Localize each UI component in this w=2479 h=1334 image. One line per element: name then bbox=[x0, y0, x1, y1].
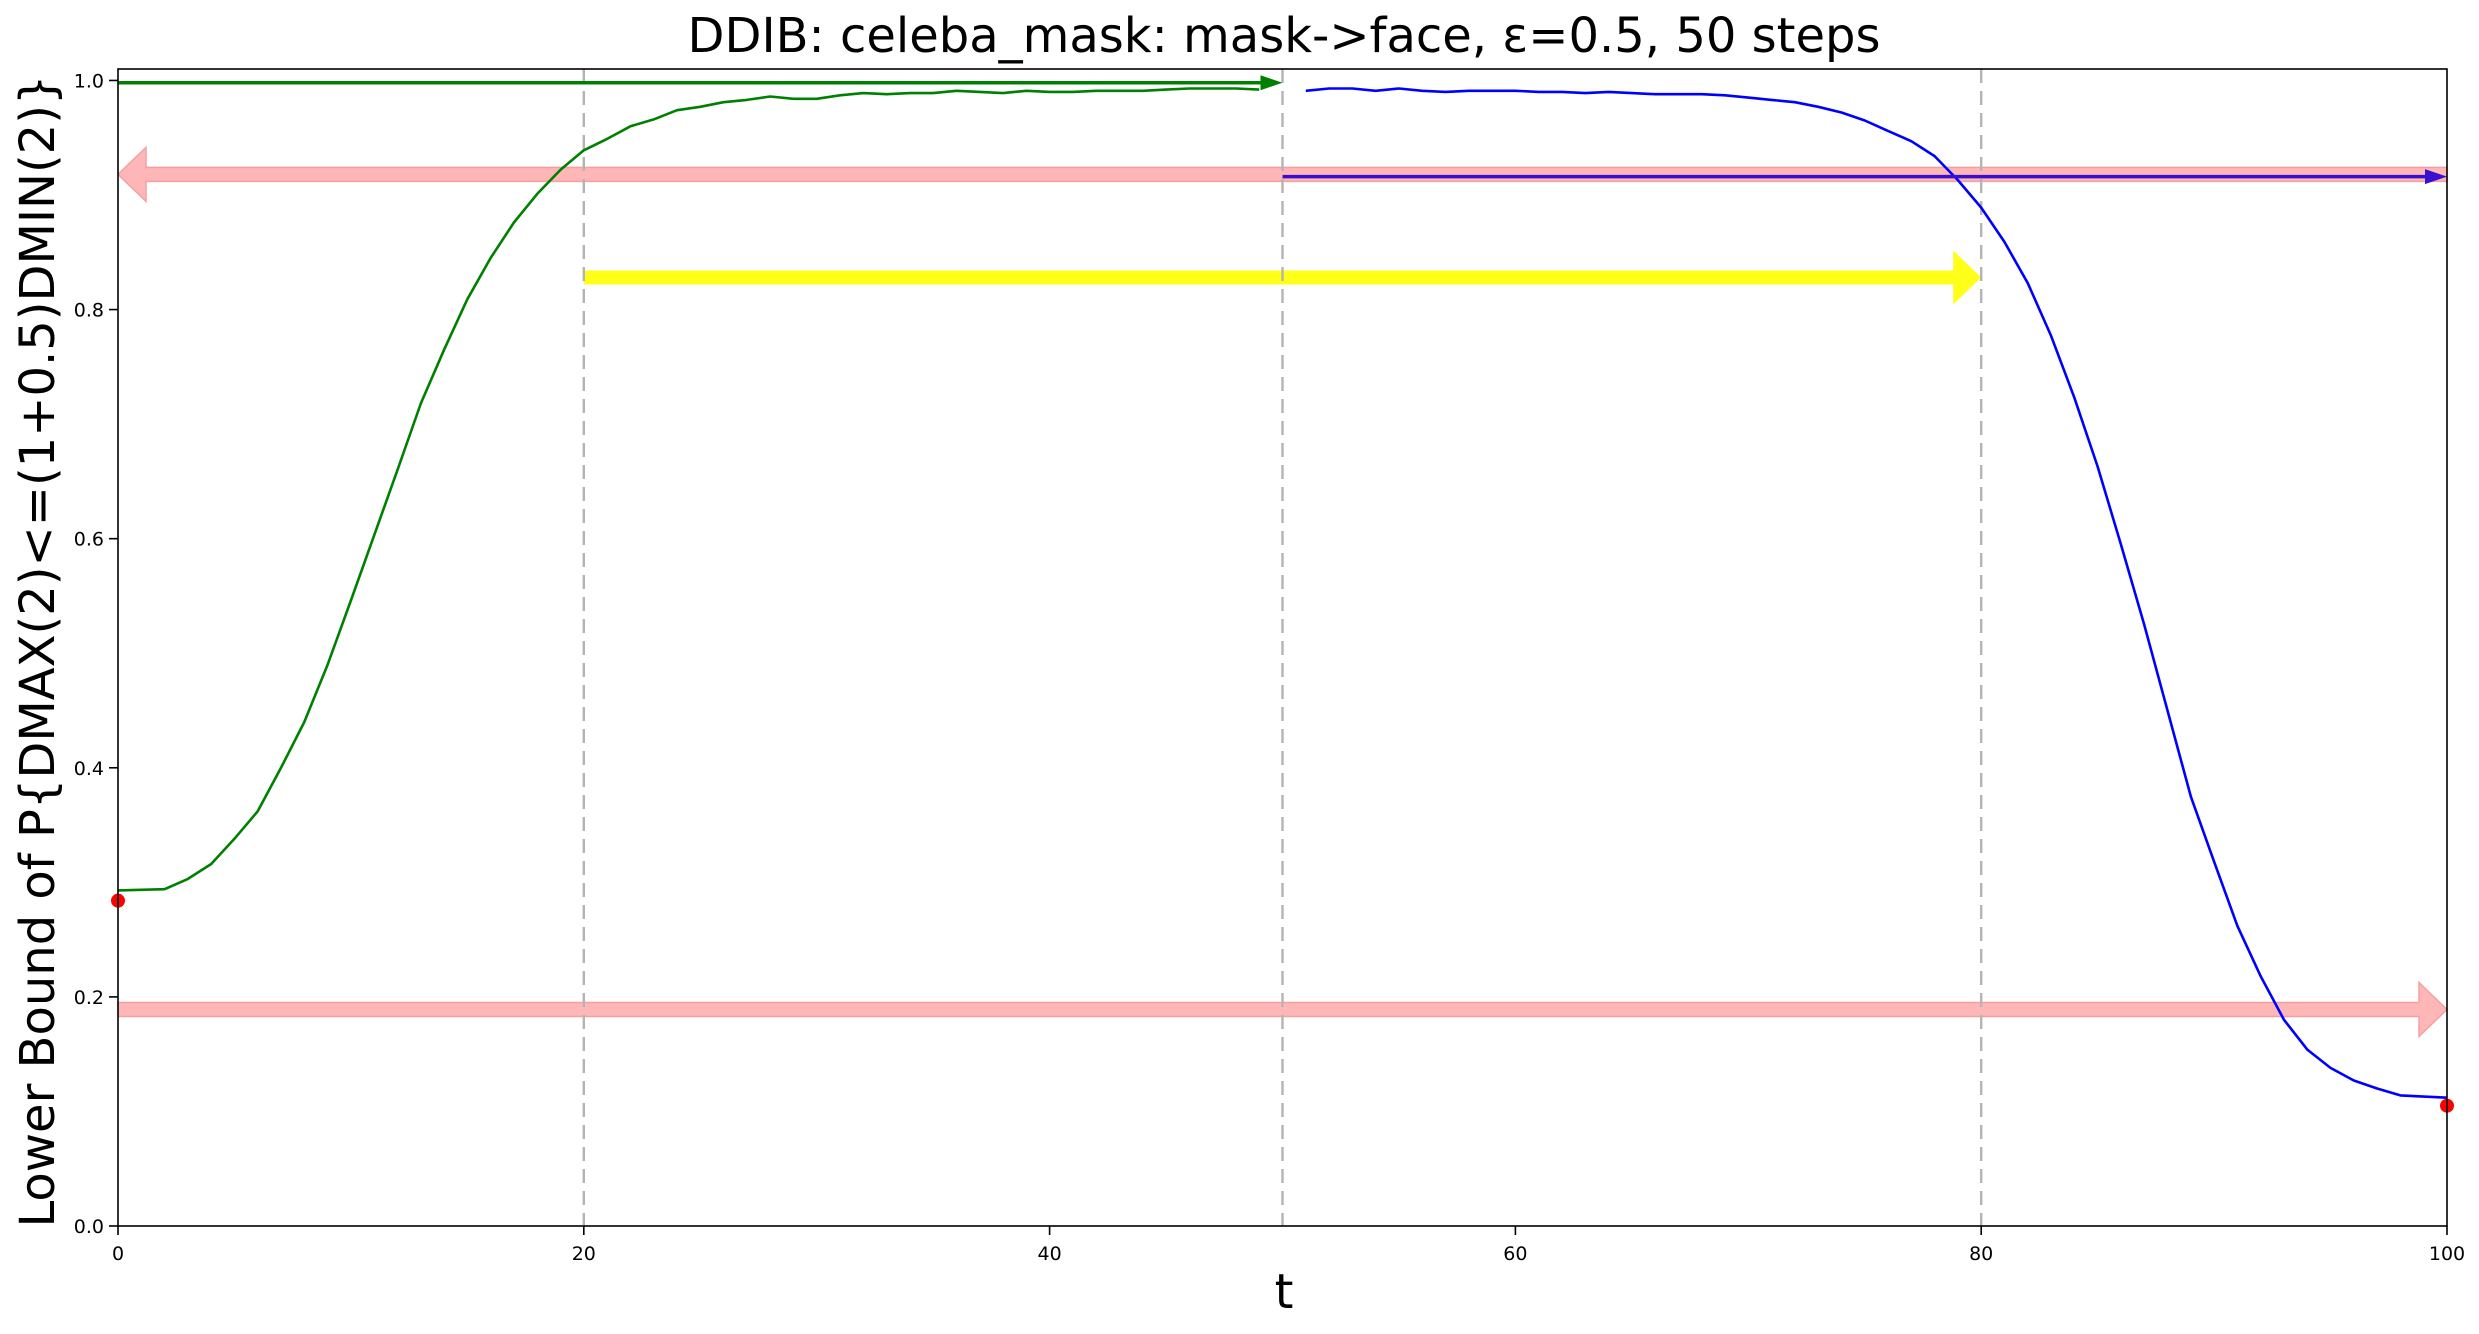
y-axis-ticks: 0.0 0.2 0.4 0.6 0.8 1.0 bbox=[74, 70, 118, 1238]
arrow-4 bbox=[117, 980, 2449, 1039]
vline-layer bbox=[582, 69, 1983, 1226]
y-tick-label: 0.4 bbox=[74, 758, 104, 780]
y-tick-label: 0.8 bbox=[74, 300, 104, 322]
arrow-2 bbox=[1282, 169, 2447, 185]
plot-frame bbox=[117, 68, 2448, 1227]
x-tick-label: 80 bbox=[1969, 1243, 1993, 1265]
x-tick-label: 0 bbox=[112, 1243, 124, 1265]
arrow-0 bbox=[118, 75, 1283, 91]
y-tick-label: 0.0 bbox=[74, 1216, 104, 1238]
x-axis-label: t bbox=[1275, 1264, 1294, 1320]
series-layer bbox=[117, 87, 2448, 1099]
x-tick-label: 60 bbox=[1503, 1243, 1527, 1265]
x-tick-label: 40 bbox=[1038, 1243, 1062, 1265]
arrow-layer-front bbox=[118, 75, 2447, 185]
chart-title: DDIB: celeba_mask: mask->face, ε=0.5, 50… bbox=[688, 8, 1881, 64]
x-axis-ticks: 0 20 40 60 80 100 bbox=[112, 1226, 2465, 1265]
y-tick-label: 1.0 bbox=[74, 70, 104, 92]
x-tick-label: 100 bbox=[2429, 1243, 2465, 1265]
series-line-1 bbox=[1305, 87, 2448, 1099]
y-axis-label: Lower Bound of P{DMAX(2)<=(1+0.5)DMIN(2)… bbox=[10, 75, 66, 1228]
x-tick-label: 20 bbox=[572, 1243, 596, 1265]
arrow-1 bbox=[116, 145, 2448, 204]
y-tick-label: 0.2 bbox=[74, 987, 104, 1009]
series-line-0 bbox=[117, 87, 1260, 892]
y-tick-label: 0.6 bbox=[74, 529, 104, 551]
